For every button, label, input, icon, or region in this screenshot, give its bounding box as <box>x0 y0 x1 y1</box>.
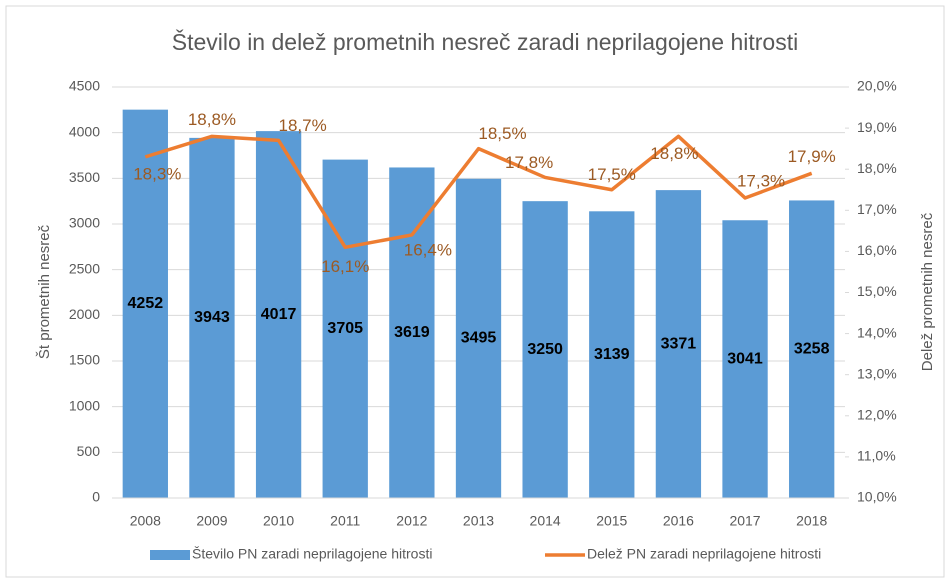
line-value-label: 18,8% <box>188 110 236 129</box>
y2-tick-label: 17,0% <box>857 201 897 217</box>
bar <box>322 159 368 499</box>
y-tick-label: 1500 <box>69 352 100 368</box>
bar <box>522 201 568 498</box>
legend-label: Število PN zaradi neprilagojene hitrosti <box>192 546 432 562</box>
x-tick-label: 2016 <box>663 513 694 529</box>
bar-value-label: 3619 <box>394 324 430 341</box>
bar-value-label: 3041 <box>727 350 763 367</box>
line-value-label: 18,5% <box>478 124 526 143</box>
y-tick-label: 3000 <box>69 215 100 231</box>
y-tick-label: 0 <box>92 489 100 505</box>
bar <box>389 167 435 498</box>
y2-tick-label: 19,0% <box>857 119 897 135</box>
line-value-label: 18,8% <box>650 144 698 163</box>
x-tick-label: 2009 <box>196 513 227 529</box>
y-tick-label: 3500 <box>69 169 100 185</box>
bar-value-label: 3495 <box>461 330 497 347</box>
bar <box>589 211 635 498</box>
bar <box>455 178 502 499</box>
y2-axis-title: Delež prometnih nesreč <box>919 212 936 371</box>
x-tick-label: 2015 <box>596 513 627 529</box>
bar-value-label: 3943 <box>194 309 230 326</box>
line-value-label: 17,9% <box>788 147 836 166</box>
line-value-label: 17,3% <box>737 171 785 190</box>
y2-tick-label: 20,0% <box>857 78 897 94</box>
x-tick-label: 2012 <box>396 513 427 529</box>
line-value-label: 18,3% <box>133 164 181 183</box>
bar <box>189 137 235 498</box>
line-value-label: 16,4% <box>404 240 452 259</box>
x-tick-label: 2008 <box>130 513 161 529</box>
bar <box>655 190 702 498</box>
y-tick-label: 1000 <box>69 397 100 413</box>
y2-tick-label: 14,0% <box>857 324 897 340</box>
y2-tick-label: 15,0% <box>857 283 897 299</box>
bar-value-label: 3258 <box>794 340 830 357</box>
x-tick-label: 2017 <box>729 513 760 529</box>
line <box>144 134 813 250</box>
bar-value-label: 4252 <box>128 295 164 312</box>
y2-tick-label: 13,0% <box>857 365 897 381</box>
y-axis-title: Št prometnih nesreč <box>36 224 53 359</box>
line-value-label: 17,8% <box>505 153 553 172</box>
line-value-label: 16,1% <box>321 257 369 276</box>
x-tick-label: 2011 <box>330 513 360 529</box>
bar <box>255 131 302 498</box>
y2-tick-label: 18,0% <box>857 160 897 176</box>
y-tick-label: 2000 <box>69 306 100 322</box>
y-tick-label: 4000 <box>69 123 100 139</box>
x-tick-label: 2013 <box>463 513 494 529</box>
bar <box>789 200 835 498</box>
y2-tick-label: 10,0% <box>857 489 897 505</box>
bar-value-label: 3139 <box>594 346 630 363</box>
y-tick-label: 500 <box>77 443 101 459</box>
legend-label: Delež PN zaradi neprilagojene hitrosti <box>587 546 821 562</box>
legend-swatch <box>150 550 190 560</box>
bar <box>722 220 768 498</box>
x-tick-label: 2014 <box>530 513 561 529</box>
bar-value-label: 3705 <box>327 320 363 337</box>
bar-value-label: 3250 <box>527 341 563 358</box>
line-value-label: 17,5% <box>588 165 636 184</box>
x-tick-label: 2010 <box>263 513 294 529</box>
y2-tick-label: 12,0% <box>857 407 897 423</box>
x-tick-label: 2018 <box>796 513 827 529</box>
bar <box>122 109 168 498</box>
y-tick-label: 4500 <box>69 78 100 94</box>
y2-tick-label: 11,0% <box>857 448 896 464</box>
bar-value-label: 4017 <box>261 306 297 323</box>
line-value-label: 18,7% <box>278 116 326 135</box>
y2-tick-label: 16,0% <box>857 242 897 258</box>
chart-title: Število in delež prometnih nesreč zaradi… <box>172 28 798 55</box>
bar-value-label: 3371 <box>661 335 697 352</box>
y-tick-label: 2500 <box>69 260 100 276</box>
